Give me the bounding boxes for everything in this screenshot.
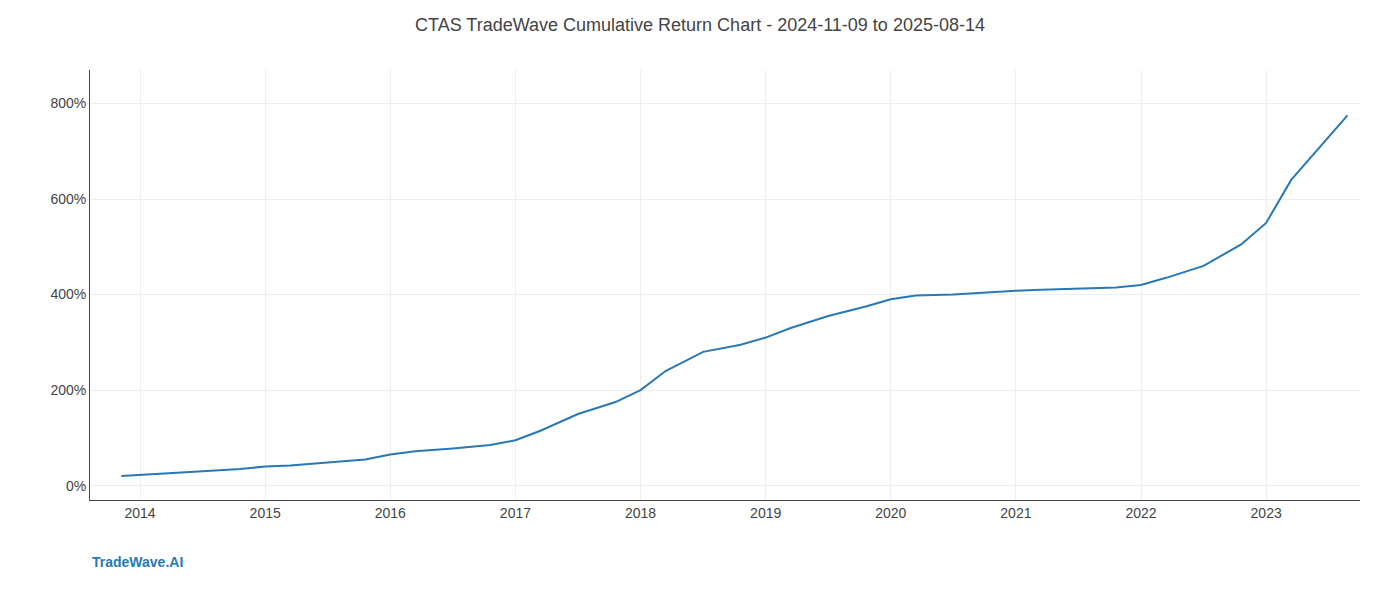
svg-text:2019: 2019	[750, 505, 781, 521]
svg-text:800%: 800%	[50, 95, 86, 111]
svg-text:600%: 600%	[50, 191, 86, 207]
svg-text:400%: 400%	[50, 286, 86, 302]
svg-text:0%: 0%	[66, 478, 86, 494]
svg-text:2020: 2020	[875, 505, 906, 521]
svg-text:2022: 2022	[1125, 505, 1156, 521]
svg-text:2015: 2015	[250, 505, 281, 521]
svg-text:TradeWave.AI: TradeWave.AI	[92, 554, 183, 570]
svg-text:200%: 200%	[50, 382, 86, 398]
svg-text:2014: 2014	[124, 505, 155, 521]
svg-text:2016: 2016	[375, 505, 406, 521]
svg-text:2023: 2023	[1251, 505, 1282, 521]
svg-text:2017: 2017	[500, 505, 531, 521]
svg-text:CTAS TradeWave Cumulative Retu: CTAS TradeWave Cumulative Return Chart -…	[415, 15, 985, 35]
svg-text:2021: 2021	[1000, 505, 1031, 521]
svg-text:2018: 2018	[625, 505, 656, 521]
